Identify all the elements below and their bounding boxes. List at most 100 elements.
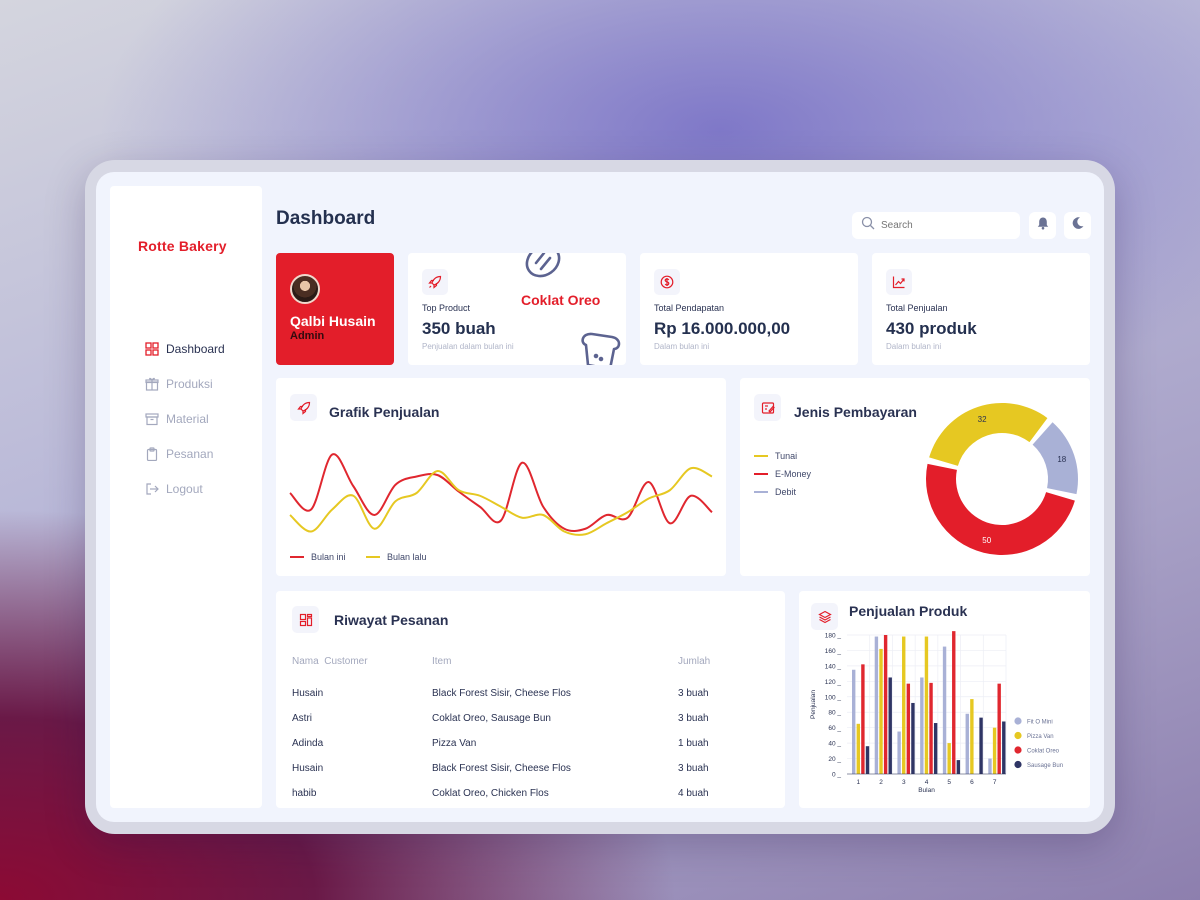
- stat-value: 350 buah: [422, 319, 496, 338]
- bar-coklat-oreo: [861, 664, 865, 774]
- legend-label: Sausage Bun: [1027, 763, 1063, 769]
- bar-fit-o-mini: [965, 713, 969, 774]
- sidebar-item-logout[interactable]: Logout: [145, 471, 225, 506]
- legend-item-emoney: E-Money: [754, 469, 811, 479]
- x-tick-label: 3: [902, 779, 906, 786]
- bar-fit-o-mini: [897, 731, 901, 774]
- avatar: [290, 274, 320, 304]
- sidebar-item-label: Pesanan: [166, 446, 214, 461]
- bell-icon: [1036, 216, 1050, 235]
- column-header: Nama Customer: [292, 655, 368, 667]
- legend-label: Coklat Oreo: [1027, 748, 1060, 754]
- x-tick-label: 1: [857, 779, 861, 786]
- bar-pizza-van: [992, 727, 997, 774]
- legend-label: Pizza Van: [1027, 734, 1054, 740]
- slice-tunai: [929, 403, 1048, 466]
- tablet-frame: Rotte Bakery Dashboard Produksi Material…: [85, 160, 1115, 834]
- legend-label: E-Money: [775, 469, 812, 479]
- quantity-cell: 3 buah: [678, 713, 709, 724]
- sidebar-nav: Dashboard Produksi Material Pesanan Logo…: [145, 331, 225, 506]
- legend-item-tunai: Tunai: [754, 451, 797, 461]
- x-tick-label: 2: [879, 779, 883, 786]
- legend-item-bulan-lalu: Bulan lalu: [366, 552, 427, 562]
- y-tick-label: 80 _: [828, 710, 841, 717]
- bar-sausage-bun: [911, 702, 915, 774]
- rocket-icon: [290, 394, 317, 421]
- search-input[interactable]: [881, 220, 1001, 231]
- sidebar-item-label: Material: [166, 411, 209, 426]
- series-line-bulan-lalu: [289, 466, 713, 536]
- table-row[interactable]: Husain Black Forest Sisir, Cheese Flos 3 b…: [292, 756, 758, 781]
- search-box[interactable]: [852, 212, 1020, 239]
- gift-icon: [145, 377, 159, 391]
- stat-subtext: Dalam bulan ini: [886, 342, 942, 351]
- page-title: Dashboard: [276, 208, 376, 229]
- payment-type-card: Jenis Pembayaran Tunai E-Money Debit 32 1…: [740, 378, 1090, 576]
- slice-emoney: [926, 463, 1075, 555]
- revenue-card: Total Pendapatan Rp 16.000.000,00 Dalam …: [640, 253, 858, 365]
- y-tick-label: 160 _: [825, 648, 842, 655]
- y-tick-label: 0 _: [832, 772, 841, 779]
- series-line-bulan-ini: [289, 453, 713, 532]
- item-cell: Black Forest Sisir, Cheese Flos: [432, 688, 571, 699]
- legend-swatch: [1014, 717, 1022, 725]
- x-tick-label: 4: [925, 779, 929, 786]
- bar-fit-o-mini: [920, 677, 924, 774]
- sidebar-item-material[interactable]: Material: [145, 401, 225, 436]
- sales-chart-card: Grafik Penjualan Bulan ini Bulan lalu: [276, 378, 726, 576]
- quantity-cell: 3 buah: [678, 688, 709, 699]
- stat-label: Total Pendapatan: [654, 303, 725, 313]
- y-tick-label: 120 _: [825, 679, 842, 686]
- profile-name: Qalbi Husain: [290, 313, 376, 329]
- product-sales-title: Penjualan Produk: [849, 603, 968, 619]
- order-history-title: Riwayat Pesanan: [334, 612, 449, 628]
- sales-chart-title: Grafik Penjualan: [329, 404, 440, 420]
- notification-button[interactable]: [1029, 212, 1056, 239]
- legend-label: Bulan lalu: [387, 552, 427, 562]
- bar-fit-o-mini: [874, 636, 879, 774]
- brand-logo: Rotte Bakery: [138, 238, 227, 254]
- bar-fit-o-mini: [852, 669, 856, 774]
- table-row[interactable]: Astri Coklat Oreo, Sausage Bun 3 buah: [292, 706, 758, 731]
- moon-icon: [1071, 216, 1085, 235]
- legend-swatch: [1014, 746, 1022, 754]
- layout-icon: [292, 606, 319, 633]
- customer-cell: Husain: [292, 763, 324, 774]
- quantity-cell: 3 buah: [678, 763, 709, 774]
- slice-label: 32: [978, 415, 987, 424]
- y-tick-label: 140 _: [825, 663, 842, 670]
- order-history-card: Riwayat Pesanan Nama Customer Item Jumla…: [276, 591, 785, 808]
- clipboard-icon: [145, 446, 159, 461]
- table-row[interactable]: habib Coklat Oreo, Chicken Flos 4 buah: [292, 781, 758, 806]
- dollar-icon: [654, 269, 680, 295]
- table-row[interactable]: Adinda Pizza Van 1 buah: [292, 731, 758, 756]
- quantity-cell: 4 buah: [678, 788, 709, 799]
- search-icon: [861, 216, 875, 235]
- trend-icon: [886, 269, 912, 295]
- stat-value: Rp 16.000.000,00: [654, 319, 791, 338]
- bar-sausage-bun: [956, 760, 961, 774]
- sidebar-item-produksi[interactable]: Produksi: [145, 366, 225, 401]
- legend-swatch: [1014, 760, 1022, 769]
- sidebar-item-dashboard[interactable]: Dashboard: [145, 331, 225, 366]
- y-tick-label: 20 _: [828, 756, 841, 763]
- customer-cell: Adinda: [292, 738, 324, 749]
- sidebar-item-label: Dashboard: [166, 341, 225, 356]
- sidebar-item-pesanan[interactable]: Pesanan: [145, 436, 225, 471]
- bar-pizza-van: [947, 743, 951, 774]
- legend-swatch: [754, 491, 768, 493]
- legend-swatch: [290, 556, 304, 558]
- profile-card: Qalbi Husain Admin: [276, 253, 394, 365]
- stat-subtext: Penjualan dalam bulan ini: [422, 342, 514, 351]
- table-row[interactable]: Husain Black Forest Sisir, Cheese Flos 3 b…: [292, 681, 758, 706]
- x-tick-label: 6: [970, 779, 974, 786]
- bar-pizza-van: [902, 636, 906, 774]
- total-sales-card: Total Penjualan 430 produk Dalam bulan i…: [872, 253, 1090, 365]
- receipt-icon: [754, 394, 781, 421]
- theme-toggle-button[interactable]: [1064, 212, 1091, 239]
- y-tick-label: 180 _: [825, 633, 842, 640]
- y-tick-label: 40 _: [828, 741, 841, 748]
- layers-icon: [811, 603, 838, 630]
- y-tick-label: 100 _: [825, 694, 842, 701]
- legend-item-bulan-ini: Bulan ini: [290, 552, 346, 562]
